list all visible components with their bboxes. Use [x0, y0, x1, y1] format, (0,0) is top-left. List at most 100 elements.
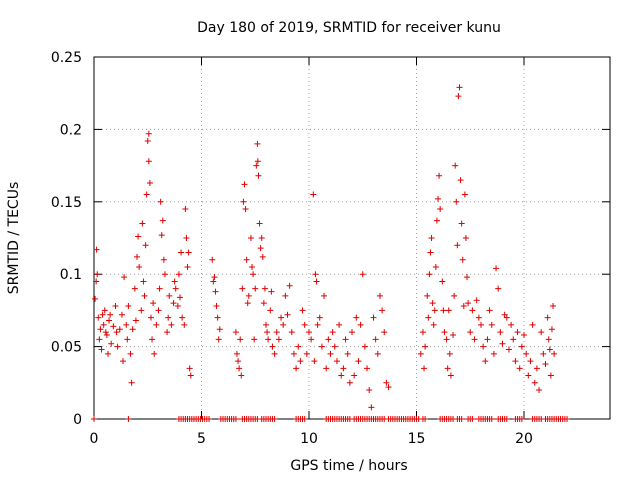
- data-point: [141, 292, 148, 299]
- data-point: [252, 285, 259, 292]
- data-point: [547, 372, 554, 379]
- zero-data-point: [301, 416, 308, 422]
- data-point: [172, 285, 179, 292]
- data-point: [437, 206, 444, 213]
- y-tick-label: 0: [73, 412, 82, 428]
- data-point: [93, 278, 100, 285]
- data-point: [232, 329, 239, 336]
- data-point: [548, 326, 555, 333]
- data-point: [237, 336, 244, 343]
- data-point: [245, 292, 252, 299]
- data-point: [441, 329, 448, 336]
- data-point: [242, 206, 249, 213]
- data-point: [107, 311, 114, 318]
- data-point: [510, 336, 517, 343]
- data-point: [268, 288, 275, 295]
- data-point: [165, 314, 172, 321]
- data-point: [376, 292, 383, 299]
- data-point: [312, 271, 319, 278]
- data-point: [290, 350, 297, 357]
- data-point: [427, 249, 434, 256]
- data-point: [250, 271, 257, 278]
- data-point: [545, 336, 552, 343]
- data-point: [254, 158, 261, 165]
- data-point: [540, 350, 547, 357]
- data-point: [385, 384, 392, 391]
- data-point: [112, 303, 119, 310]
- data-point: [170, 300, 177, 307]
- data-point: [499, 340, 506, 347]
- data-point: [275, 336, 282, 343]
- data-point: [445, 307, 452, 314]
- data-point: [383, 379, 390, 386]
- x-tick-label: 10: [300, 431, 318, 447]
- zero-data-point: [469, 416, 476, 422]
- data-point: [151, 350, 158, 357]
- data-point: [486, 307, 493, 314]
- data-point: [295, 343, 302, 350]
- data-point: [164, 329, 171, 336]
- data-point: [94, 271, 101, 278]
- y-tick-label: 0.2: [60, 122, 82, 138]
- data-point: [236, 365, 243, 372]
- data-point: [482, 358, 489, 365]
- data-point: [444, 365, 451, 372]
- data-point: [159, 217, 166, 224]
- data-point: [542, 360, 549, 367]
- data-point: [171, 278, 178, 285]
- data-point: [175, 271, 182, 278]
- data-point: [249, 263, 256, 270]
- data-point: [273, 329, 280, 336]
- data-point: [536, 387, 543, 394]
- zero-data-point: [91, 416, 97, 422]
- data-point: [340, 365, 347, 372]
- data-point: [525, 372, 532, 379]
- data-point: [431, 307, 438, 314]
- data-point: [428, 235, 435, 241]
- data-point: [311, 358, 318, 365]
- data-point: [244, 300, 251, 307]
- data-point: [497, 329, 504, 336]
- chart-title: Day 180 of 2019, SRMTID for receiver kun…: [197, 20, 501, 36]
- data-point: [143, 191, 150, 198]
- data-point: [467, 329, 474, 336]
- data-point: [241, 181, 248, 188]
- data-point: [503, 314, 510, 321]
- data-point: [96, 336, 103, 343]
- data-point: [261, 285, 268, 292]
- data-point: [251, 336, 258, 343]
- data-point: [310, 191, 317, 198]
- data-point: [353, 314, 360, 321]
- data-point: [129, 326, 136, 333]
- data-point: [471, 336, 478, 343]
- data-point: [518, 343, 525, 350]
- data-point: [379, 307, 386, 314]
- zero-data-point: [518, 416, 525, 422]
- data-point: [153, 321, 160, 328]
- data-point: [127, 350, 134, 357]
- data-point: [142, 242, 149, 249]
- data-point: [134, 253, 140, 260]
- data-point: [424, 292, 431, 299]
- data-point: [459, 256, 466, 263]
- data-point: [239, 285, 246, 292]
- data-point: [551, 350, 558, 357]
- data-point: [359, 271, 366, 278]
- data-point: [238, 372, 245, 379]
- data-point: [440, 307, 447, 314]
- data-point: [314, 321, 321, 328]
- data-point: [308, 336, 315, 343]
- data-point: [342, 336, 349, 343]
- data-point: [263, 321, 269, 328]
- data-point: [436, 172, 443, 179]
- data-point: [451, 292, 458, 299]
- data-point: [450, 332, 457, 339]
- data-point: [136, 263, 143, 270]
- data-point: [240, 198, 247, 205]
- zero-data-point: [503, 416, 510, 422]
- data-point: [121, 274, 128, 281]
- data-point: [306, 329, 312, 336]
- zero-data-point: [488, 416, 495, 422]
- data-point: [253, 162, 260, 169]
